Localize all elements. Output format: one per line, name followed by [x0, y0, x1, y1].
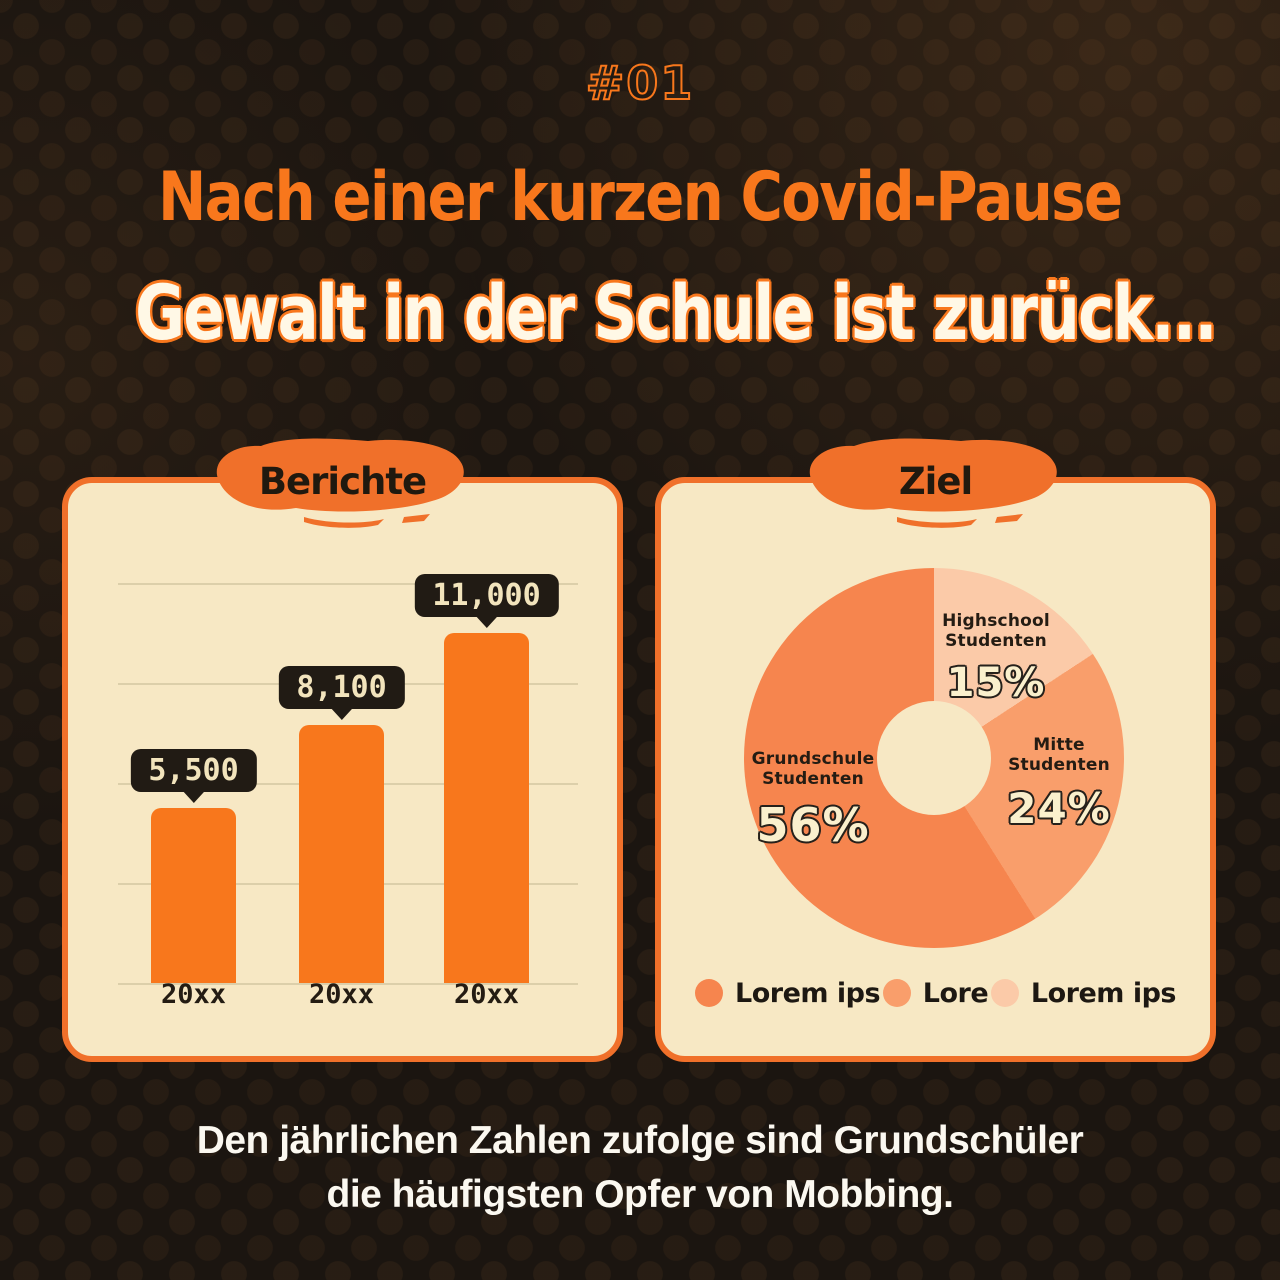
x-axis-label: 20xx [160, 979, 227, 1010]
segment-name: Mitte Studenten [1008, 735, 1110, 776]
legend-label: Lorem ips [1030, 977, 1177, 1009]
segment-label-grundschule: Grundschule Studenten 56% [718, 749, 908, 852]
x-axis-label: 20xx [308, 979, 375, 1010]
reports-card: Berichte 5,500 20xx 8,100 20xx 11,000 20xx [62, 438, 623, 1062]
footer-line-1: Den jährlichen Zahlen zufolge sind Grund… [196, 1119, 1084, 1162]
segment-percentage: 15% [946, 659, 1046, 706]
gridline [118, 983, 578, 985]
segment-percentage: 24% [1007, 783, 1111, 833]
target-card: Ziel Highschool Studenten 15% Mitte Stud… [655, 438, 1216, 1062]
segment-label-mitte: Mitte Studenten 24% [994, 735, 1124, 833]
footer-caption: Den jährlichen Zahlen zufolge sind Grund… [0, 1114, 1280, 1222]
brush-stroke-graphic [216, 438, 464, 528]
bar-3 [444, 633, 529, 983]
chart-legend: Lorem ips Lore Lorem ips [695, 973, 1176, 1013]
headline-orange-text: Nach einer kurzen Covid-Pause [158, 158, 1123, 237]
reports-card-tag-label: Berichte [258, 459, 427, 503]
legend-dot-icon [990, 979, 1019, 1007]
segment-name: Grundschule Studenten [751, 749, 875, 790]
target-card-tag-label: Ziel [898, 459, 973, 503]
legend-label: Lore [922, 977, 989, 1009]
segment-label-highschool: Highschool Studenten 15% [911, 611, 1081, 706]
headline-orange: Nach einer kurzen Covid-Pause [0, 158, 1280, 237]
headline-cream-text: Gewalt in der Schule ist zurück... [135, 268, 1217, 357]
legend-item: Lorem ips [695, 977, 881, 1009]
bar-2 [299, 725, 384, 983]
segment-percentage: 56% [756, 797, 870, 852]
legend-item: Lore [882, 977, 989, 1009]
headline-cream: Gewalt in der Schule ist zurück... [0, 268, 1280, 357]
segment-name: Highschool Studenten [942, 611, 1050, 652]
issue-number: #01 [585, 55, 695, 111]
reports-bar-chart: 5,500 20xx 8,100 20xx 11,000 20xx [68, 483, 617, 1056]
legend-dot-icon [695, 979, 723, 1007]
bar-value-badge: 11,000 [414, 574, 559, 617]
target-card-tag: Ziel [801, 433, 1071, 529]
bar-value-badge: 5,500 [130, 749, 257, 792]
gridline [118, 583, 578, 585]
donut-chart-graphic [744, 568, 1124, 948]
bar-value-badge: 8,100 [278, 666, 405, 709]
footer-line-2: die häufigsten Opfer von Mobbing. [326, 1172, 954, 1216]
brush-stroke-graphic [809, 438, 1057, 528]
legend-item: Lorem ips [990, 977, 1177, 1009]
bar-1 [151, 808, 236, 983]
x-axis-label: 20xx [453, 979, 520, 1010]
legend-label: Lorem ips [735, 977, 881, 1009]
reports-card-tag: Berichte [208, 433, 478, 529]
legend-dot-icon [882, 979, 911, 1007]
